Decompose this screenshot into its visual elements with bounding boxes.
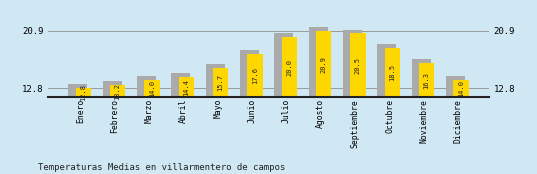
Text: 12.8: 12.8 [80,84,86,101]
Text: 20.0: 20.0 [286,59,292,76]
Bar [350,33,366,97]
Bar [137,76,156,97]
Bar [68,84,87,97]
Text: 17.6: 17.6 [252,67,258,84]
Bar [453,80,469,97]
Bar [309,27,328,97]
Bar [240,50,259,97]
Text: 14.4: 14.4 [183,79,189,96]
Text: 13.2: 13.2 [114,83,121,100]
Bar [144,80,159,97]
Bar [343,30,362,97]
Text: 20.9: 20.9 [321,56,326,73]
Text: 14.0: 14.0 [458,80,464,97]
Bar [384,48,400,97]
Text: 16.3: 16.3 [424,72,430,89]
Bar [171,73,190,97]
Text: 20.5: 20.5 [355,57,361,74]
Bar [316,31,331,97]
Text: 15.7: 15.7 [217,74,223,91]
Bar [110,85,125,97]
Bar [247,54,263,97]
Bar [446,76,465,97]
Bar [412,60,431,97]
Bar [281,37,297,97]
Bar [378,44,396,97]
Text: Temperaturas Medias en villarmentero de campos: Temperaturas Medias en villarmentero de … [38,163,285,172]
Bar [206,64,224,97]
Bar [213,68,228,97]
Bar [274,33,293,97]
Bar [103,81,121,97]
Text: 18.5: 18.5 [389,64,395,81]
Bar [178,77,194,97]
Bar [419,63,434,97]
Text: 14.0: 14.0 [149,80,155,97]
Bar [76,88,91,97]
